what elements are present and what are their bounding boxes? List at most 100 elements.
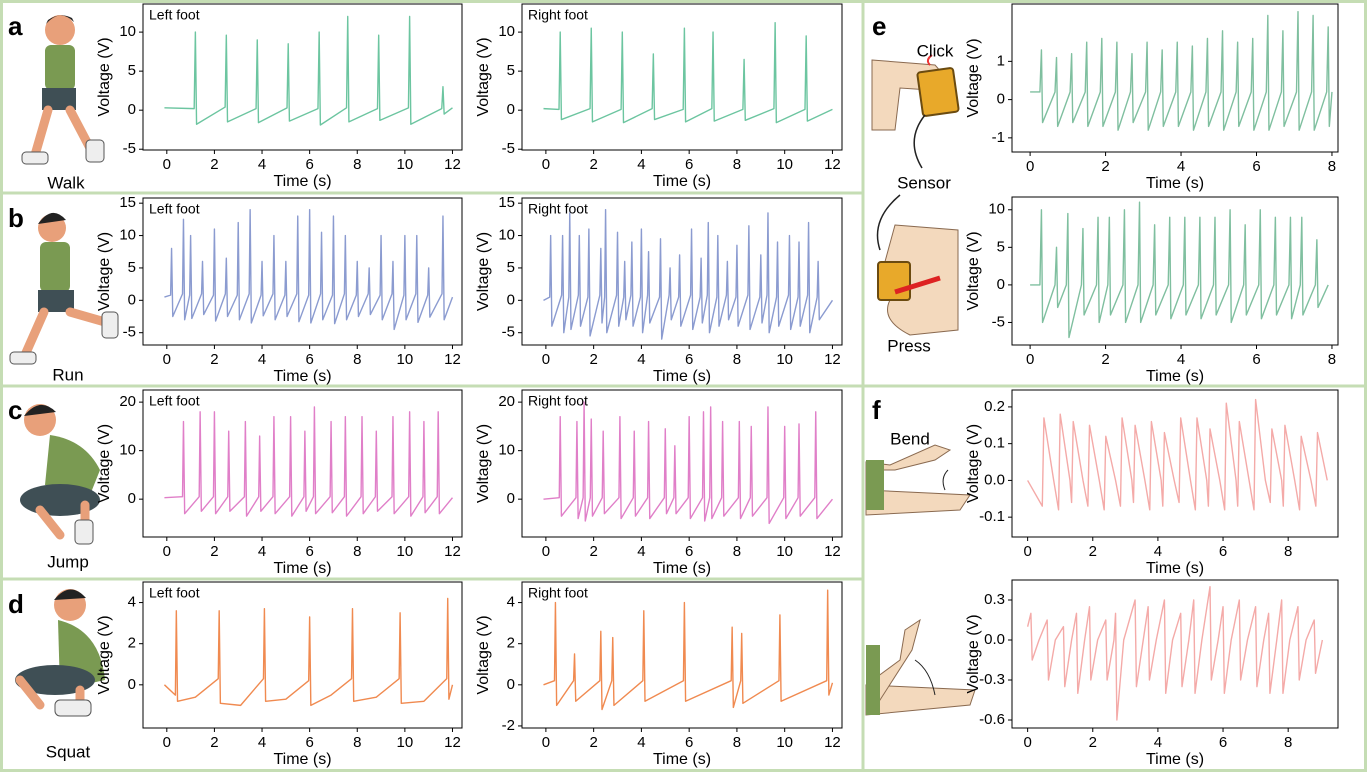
y-tick-label: 10 (498, 227, 515, 244)
plot-frame (521, 389, 843, 538)
y-tick-label: 15 (119, 194, 136, 211)
x-tick-label: 6 (305, 543, 313, 560)
x-tick-label: 6 (305, 156, 313, 173)
panel-letter: d (8, 589, 24, 619)
y-axis-label: Voltage (V) (96, 37, 113, 116)
chart-title: Left foot (149, 585, 200, 601)
x-tick-label: 4 (258, 351, 266, 368)
y-tick-label: 0 (507, 291, 515, 308)
x-tick-label: 4 (1154, 543, 1162, 560)
x-tick-label: 4 (637, 543, 645, 560)
activity-label: Walk (47, 173, 85, 192)
plot-frame (142, 581, 463, 729)
y-tick-label: -5 (502, 140, 515, 157)
y-tick-label: -0.3 (979, 671, 1005, 688)
x-tick-label: 6 (305, 734, 313, 751)
jump-figure (20, 404, 100, 545)
y-tick-label: 0.0 (984, 471, 1005, 488)
signal-line (543, 401, 833, 525)
y-tick-label: 10 (119, 227, 136, 244)
signal-line (1026, 585, 1324, 721)
chart-title: Right foot (528, 7, 588, 23)
panel-letter: b (8, 203, 24, 233)
x-tick-label: 4 (1154, 734, 1162, 751)
x-axis-label: Time (s) (273, 173, 331, 190)
y-axis-label: Voltage (V) (965, 424, 982, 503)
x-tick-label: 0 (163, 543, 171, 560)
walk-figure (21, 15, 105, 165)
y-tick-label: 0.1 (984, 435, 1005, 452)
x-tick-label: 4 (637, 156, 645, 173)
y-tick-label: -0.1 (979, 508, 1005, 525)
y-tick-label: -5 (502, 324, 515, 341)
plot-frame (1011, 579, 1339, 729)
y-tick-label: 0.0 (984, 631, 1005, 648)
y-tick-label: -5 (123, 140, 136, 157)
x-tick-label: 0 (542, 156, 550, 173)
hand-click (871, 54, 960, 169)
y-tick-label: 4 (507, 594, 515, 611)
y-axis-label: Voltage (V) (96, 232, 113, 311)
plot-frame (142, 3, 463, 151)
arm-straight (865, 618, 976, 716)
x-tick-label: 12 (444, 734, 461, 751)
x-tick-label: 2 (589, 156, 597, 173)
chart-title: Right foot (528, 201, 588, 217)
y-tick-label: 0 (128, 676, 136, 693)
x-axis-label: Time (s) (653, 751, 711, 768)
y-tick-label: 5 (997, 238, 1005, 255)
y-axis-label: Voltage (V) (965, 231, 982, 310)
x-tick-label: 8 (733, 734, 741, 751)
panel-letter: a (8, 11, 23, 41)
plot-frame (1011, 3, 1339, 153)
x-tick-label: 0 (542, 734, 550, 751)
x-tick-label: 4 (1177, 158, 1185, 175)
y-tick-label: 5 (507, 259, 515, 276)
x-axis-label: Time (s) (653, 173, 711, 190)
signal-line (543, 22, 833, 124)
x-tick-label: 2 (589, 543, 597, 560)
x-tick-label: 6 (1252, 351, 1260, 368)
x-tick-label: 8 (1328, 158, 1336, 175)
x-tick-label: 0 (1023, 734, 1031, 751)
x-tick-label: 0 (163, 351, 171, 368)
y-tick-label: 10 (988, 201, 1005, 218)
y-tick-label: -5 (123, 324, 136, 341)
y-tick-label: 5 (507, 62, 515, 79)
x-tick-label: 10 (776, 734, 793, 751)
y-tick-label: 0 (997, 91, 1005, 108)
panel-letter: e (872, 11, 886, 41)
x-tick-label: 0 (542, 351, 550, 368)
y-tick-label: 2 (128, 635, 136, 652)
x-tick-label: 8 (353, 734, 361, 751)
x-axis-label: Time (s) (273, 560, 331, 577)
chart-title: Right foot (528, 393, 588, 409)
x-axis-label: Time (s) (1146, 175, 1204, 192)
x-axis-label: Time (s) (273, 368, 331, 385)
x-tick-label: 8 (1328, 351, 1336, 368)
signal-line (1030, 10, 1333, 131)
x-tick-label: 6 (1219, 734, 1227, 751)
x-tick-label: 4 (637, 351, 645, 368)
y-axis-label: Voltage (V) (965, 614, 982, 693)
x-tick-label: 0 (1026, 351, 1034, 368)
y-axis-label: Voltage (V) (475, 615, 492, 694)
x-tick-label: 0 (542, 543, 550, 560)
x-tick-label: 2 (1101, 351, 1109, 368)
x-tick-label: 10 (776, 156, 793, 173)
x-tick-label: 4 (258, 543, 266, 560)
y-tick-label: 0 (507, 676, 515, 693)
signal-line (1027, 398, 1328, 511)
x-axis-label: Time (s) (653, 368, 711, 385)
activity-label: Run (52, 365, 83, 384)
y-axis-label: Voltage (V) (96, 615, 113, 694)
hand-press (876, 194, 959, 336)
y-tick-label: 4 (128, 594, 136, 611)
y-tick-label: 1 (997, 52, 1005, 69)
x-tick-label: 4 (637, 734, 645, 751)
y-tick-label: 10 (498, 23, 515, 40)
x-tick-label: 4 (258, 734, 266, 751)
x-tick-label: 10 (397, 543, 414, 560)
x-tick-label: 4 (258, 156, 266, 173)
